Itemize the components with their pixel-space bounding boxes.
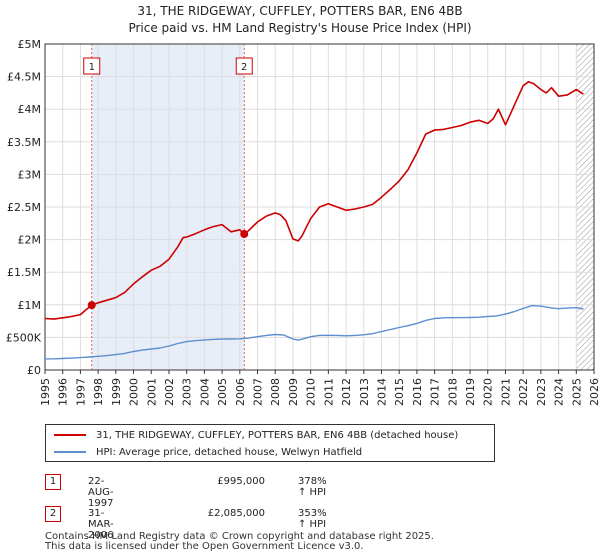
y-tick-label: £3.5M	[7, 136, 41, 149]
x-tick-label: 2006	[234, 378, 247, 406]
sale-box-1	[83, 57, 101, 75]
y-tick-label: £4.5M	[7, 71, 41, 84]
x-tick-label: 1996	[57, 378, 70, 406]
sale-point-1	[87, 301, 96, 310]
x-tick-label: 2005	[216, 378, 229, 406]
legend: 31, THE RIDGEWAY, CUFFLEY, POTTERS BAR, …	[45, 424, 495, 462]
y-tick-label: £4M	[18, 103, 42, 116]
property-price-line	[44, 81, 584, 320]
sale-point-2	[240, 230, 249, 239]
sale-price-1: £995,000	[217, 476, 265, 487]
sale-price-2: £2,085,000	[207, 508, 265, 519]
x-tick-label: 1998	[92, 378, 105, 406]
x-tick-label: 2011	[322, 378, 335, 406]
x-tick-label: 2021	[499, 378, 512, 406]
sale-hpi-2: 353% ↑ HPI	[298, 508, 327, 530]
title-line-1: 31, THE RIDGEWAY, CUFFLEY, POTTERS BAR, …	[137, 4, 463, 18]
title-line-2: Price paid vs. HM Land Registry's House …	[128, 21, 472, 35]
x-tick-label: 2007	[252, 378, 265, 406]
price-chart: £0 £500K £1M £1.5M £2M £2.5M £3M £3.5M £4M £4.5M £…	[6, 38, 600, 406]
x-tick-label: 2022	[517, 378, 530, 406]
footer-line-1: Contains HM Land Registry data © Crown c…	[45, 531, 434, 542]
x-tick-label: 2004	[198, 378, 211, 406]
legend-swatch-hpi	[54, 451, 86, 453]
y-tick-label: £2M	[18, 234, 42, 247]
x-tick-label: 2017	[429, 378, 442, 406]
x-tick-label: 2014	[375, 378, 388, 406]
x-tick-label: 2015	[393, 378, 406, 406]
y-tick-label: £1.5M	[7, 266, 41, 279]
x-tick-label: 1997	[74, 378, 87, 406]
y-tick-label: £2.5M	[7, 201, 41, 214]
legend-label-property: 31, THE RIDGEWAY, CUFFLEY, POTTERS BAR, …	[96, 429, 459, 441]
x-tick-label: 2009	[287, 378, 300, 406]
sale-hpi-1: 378% ↑ HPI	[298, 476, 327, 498]
y-tick-label: £5M	[18, 38, 42, 51]
footer: Contains HM Land Registry data © Crown c…	[45, 532, 434, 552]
x-tick-label: 2023	[535, 378, 548, 406]
x-tick-label: 2010	[305, 378, 318, 406]
x-tick-label: 2019	[464, 378, 477, 406]
x-tick-label: 2013	[358, 378, 371, 406]
legend-label-hpi: HPI: Average price, detached house, Welw…	[96, 446, 363, 458]
x-tick-label: 2001	[145, 378, 158, 406]
x-tick-label: 2008	[269, 378, 282, 406]
x-tick-label: 2025	[570, 378, 583, 406]
footer-line-2: This data is licensed under the Open Gov…	[45, 541, 364, 552]
x-tick-label: 2026	[588, 378, 600, 406]
sale-box-2	[235, 57, 253, 75]
x-tick-label: 2020	[482, 378, 495, 406]
sale-marker-1: 1	[45, 474, 61, 490]
sale-box-label-2: 2	[241, 62, 247, 73]
y-tick-label: £0	[27, 364, 41, 377]
y-tick-label: £500K	[6, 331, 42, 344]
sale-date-1: 22-AUG-1997	[88, 476, 114, 509]
sale-marker-2: 2	[45, 506, 61, 522]
legend-item-hpi: HPI: Average price, detached house, Welw…	[54, 444, 362, 460]
legend-swatch-property	[54, 434, 86, 436]
x-tick-label: 2018	[446, 378, 459, 406]
x-tick-label: 2003	[181, 378, 194, 406]
sale-box-label-1: 1	[89, 62, 95, 73]
x-tick-label: 1999	[110, 378, 123, 406]
x-tick-label: 2000	[128, 378, 141, 406]
x-tick-label: 2012	[340, 378, 353, 406]
legend-item-property: 31, THE RIDGEWAY, CUFFLEY, POTTERS BAR, …	[54, 427, 458, 443]
x-tick-label: 2024	[553, 378, 566, 406]
y-tick-label: £1M	[18, 299, 42, 312]
x-tick-label: 1995	[39, 378, 52, 406]
hpi-line	[44, 304, 584, 360]
x-tick-label: 2016	[411, 378, 424, 406]
y-tick-label: £3M	[18, 168, 42, 181]
sale-date-2: 31-MAR-2006	[88, 508, 114, 541]
x-tick-label: 2002	[163, 378, 176, 406]
plot-border	[44, 43, 595, 371]
chart-title: 31, THE RIDGEWAY, CUFFLEY, POTTERS BAR, …	[0, 3, 600, 37]
